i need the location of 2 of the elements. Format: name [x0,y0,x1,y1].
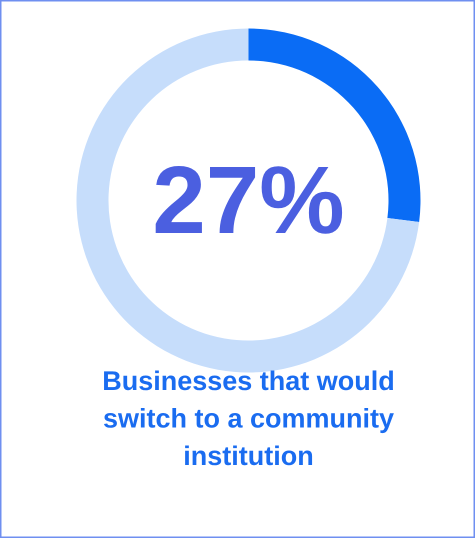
text: Businesses that would switch to a community institution [102,366,395,471]
data-label: 27% [152,147,345,254]
